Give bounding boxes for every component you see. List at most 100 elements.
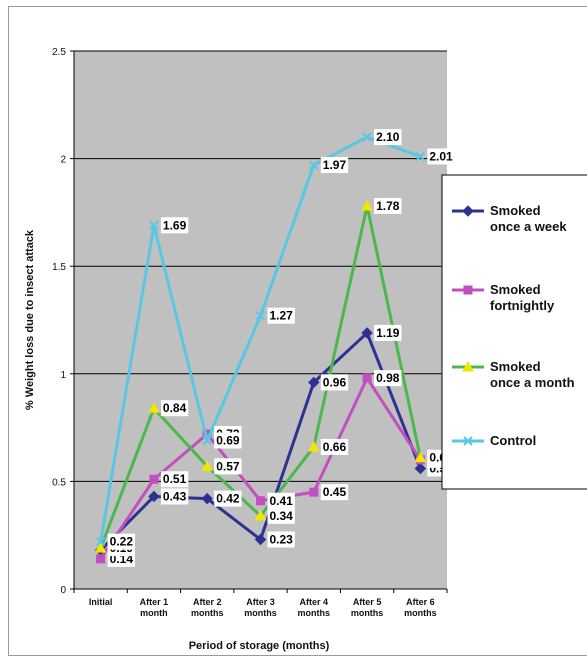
data-label-bg: [374, 370, 402, 387]
data-label-bg: [320, 438, 349, 455]
data-label-text: 0.34: [270, 509, 294, 523]
data-label-bg: [374, 197, 402, 214]
data-label-bg: [160, 488, 189, 505]
data-label: 0.51: [160, 471, 189, 488]
data-point-marker: [95, 536, 106, 547]
data-label-text: 2.10: [376, 130, 400, 144]
data-label-bg: [160, 217, 189, 234]
data-point-marker: [148, 402, 160, 413]
data-point-marker: [201, 460, 214, 471]
x-tick-label: Initial: [89, 597, 113, 607]
data-label-text: 1.19: [376, 326, 400, 340]
y-tick-label: 1: [60, 370, 66, 381]
y-tick-label: 0: [60, 585, 66, 596]
data-label: 0.98: [374, 370, 402, 387]
data-point-marker: [149, 474, 159, 484]
data-label-text: 0.84: [163, 401, 187, 415]
data-label: 0.96: [320, 374, 349, 391]
data-label-bg: [320, 374, 349, 391]
data-label-text: 0.42: [216, 492, 240, 506]
data-point-marker: [309, 487, 319, 497]
y-tick-label: 2: [60, 155, 66, 166]
data-label: 1.27: [267, 307, 295, 324]
data-label-text: 1.78: [376, 199, 400, 213]
data-label: 0.66: [320, 438, 349, 455]
gridlines: [74, 50, 447, 482]
data-label: 0.69: [214, 432, 242, 449]
y-axis-title: % Weight loss due to insect attack: [24, 229, 36, 410]
legend-label: Control: [490, 433, 536, 448]
data-label: 2.01: [427, 148, 455, 165]
data-point-marker: [308, 376, 320, 389]
data-point-marker: [463, 285, 473, 295]
data-label-bg: [267, 307, 295, 324]
data-label: 2.10: [374, 129, 402, 146]
data-point-marker: [361, 199, 373, 211]
data-label-text: 1.97: [323, 158, 347, 172]
y-tick-label: 1.5: [52, 262, 66, 273]
data-label-bg: [214, 458, 242, 475]
data-label-bg: [374, 324, 402, 341]
data-point-marker: [361, 327, 373, 339]
data-label-bg: [267, 531, 295, 548]
data-point-marker: [149, 220, 159, 231]
legend-label: Smoked once a month: [490, 359, 575, 390]
data-label-text: 0.96: [323, 375, 347, 389]
legend-box: [441, 174, 587, 490]
x-tick-label: After 4 months: [298, 597, 331, 618]
legend-label: Smoked once a week: [490, 203, 567, 234]
data-label-text: 0.69: [216, 434, 240, 448]
data-point-marker: [309, 160, 319, 170]
x-tick-label: After 1 month: [140, 597, 169, 618]
series-lines: [94, 132, 427, 564]
data-label-text: 2.01: [429, 149, 453, 163]
data-label-text: 0.98: [376, 371, 400, 385]
series-group: [94, 327, 427, 556]
data-point-marker: [202, 435, 212, 446]
series-group: [94, 199, 427, 553]
data-label: 0.57: [214, 458, 242, 475]
x-tick-label: After 3 months: [244, 597, 277, 618]
legend-entry: Smoked once a week: [452, 203, 567, 234]
data-label-text: 0.41: [270, 494, 294, 508]
series-group: [95, 132, 426, 547]
data-point-marker: [414, 462, 427, 475]
data-label-bg: [374, 129, 402, 146]
data-point-marker: [148, 490, 160, 503]
data-label: 0.42: [214, 490, 242, 507]
data-label: 1.78: [374, 197, 402, 214]
data-label-bg: [267, 492, 295, 509]
x-tick-label: After 2 months: [191, 597, 224, 618]
y-tick-label: 0.5: [52, 477, 66, 488]
data-label-text: 0.43: [163, 489, 187, 503]
legend-entry: Smoked once a month: [452, 359, 575, 390]
data-point-marker: [94, 542, 107, 553]
data-label-bg: [107, 533, 136, 550]
y-axis-ticks: 0 0.5 1 1.5 2 2.5: [52, 47, 74, 596]
data-label: 0.43: [160, 488, 189, 505]
data-label: 0.22: [107, 533, 136, 550]
data-label-bg: [267, 507, 295, 524]
data-point-marker: [462, 205, 474, 217]
legend-label: Smoked fortnightly: [490, 282, 555, 313]
data-point-marker: [96, 554, 106, 564]
data-point-marker: [415, 151, 426, 162]
data-labels: 0.180.430.420.230.961.190.560.140.510.72…: [107, 129, 455, 567]
data-point-marker: [414, 451, 427, 463]
data-label-text: 1.69: [163, 218, 187, 232]
data-label: 0.34: [267, 507, 295, 524]
data-point-marker: [462, 360, 474, 372]
data-point-marker: [362, 373, 372, 383]
data-point-marker: [254, 533, 267, 546]
x-tick-label: After 6 months: [404, 597, 437, 618]
data-label: 1.97: [320, 157, 349, 174]
legend: Smoked once a week Smoked fortnightly Smoked…: [441, 174, 587, 490]
x-tick-label: After 5 months: [351, 597, 384, 618]
data-label: 0.41: [267, 492, 295, 509]
data-label-bg: [320, 484, 349, 501]
data-label-text: 0.57: [216, 459, 240, 473]
data-label-bg: [320, 157, 349, 174]
